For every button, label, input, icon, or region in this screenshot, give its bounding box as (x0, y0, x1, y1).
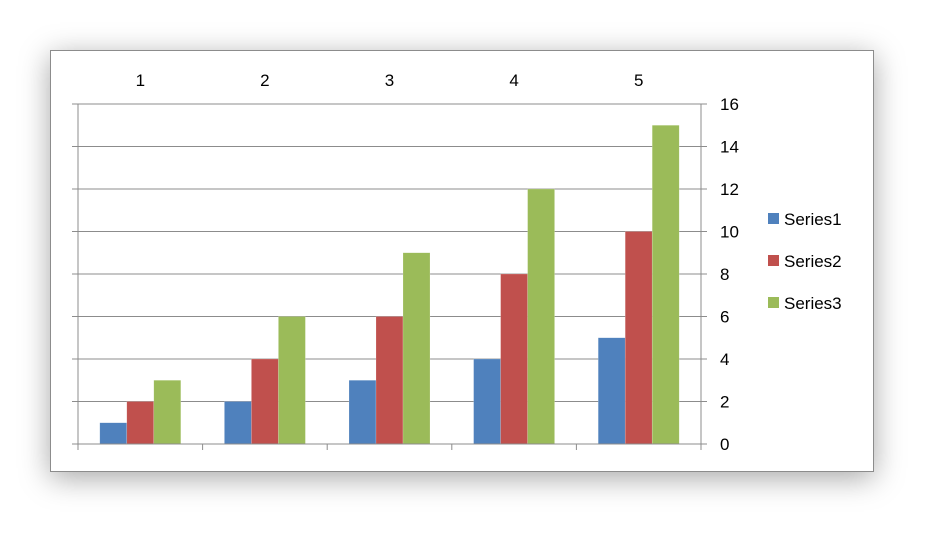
legend-label-series1: Series1 (784, 210, 842, 229)
bar-series2-cat-2 (251, 358, 279, 445)
bar-series2-cat-1 (126, 401, 155, 445)
bar-series1-cat-3 (348, 380, 377, 445)
legend-swatch-series1 (768, 213, 779, 224)
bar-series1-cat-4 (473, 358, 501, 445)
legend-swatch-series2 (768, 255, 779, 266)
axes (72, 103, 707, 450)
category-label: 4 (509, 71, 518, 90)
y-tick-label: 10 (720, 223, 739, 242)
y-tick-label: 8 (720, 265, 729, 284)
legend-label-series2: Series2 (784, 252, 842, 271)
bar-series2-cat-5 (624, 231, 653, 445)
bar-series1-cat-1 (99, 422, 128, 445)
y-tick-label: 4 (720, 350, 729, 369)
bars (99, 125, 680, 445)
gridlines (78, 103, 701, 402)
y-tick-label: 2 (720, 393, 729, 412)
category-label: 3 (385, 71, 394, 90)
legend-swatch-series3 (768, 297, 779, 308)
bar-series3-cat-5 (651, 125, 680, 445)
category-label: 1 (136, 71, 145, 90)
category-labels: 1 2 3 4 5 (136, 71, 644, 90)
y-tick-label: 16 (720, 95, 739, 114)
category-label: 2 (260, 71, 269, 90)
y-tick-label: 6 (720, 308, 729, 327)
bar-series1-cat-2 (224, 401, 252, 445)
bar-series3-cat-3 (402, 252, 431, 445)
legend: Series1 Series2 Series3 (768, 210, 842, 313)
category-label: 5 (634, 71, 643, 90)
bar-series3-cat-2 (278, 316, 306, 445)
bar-series2-cat-4 (500, 273, 528, 445)
y-tick-label: 0 (720, 435, 729, 454)
y-tick-label: 14 (720, 138, 739, 157)
legend-label-series3: Series3 (784, 294, 842, 313)
bar-series3-cat-1 (153, 380, 182, 445)
bar-series1-cat-5 (597, 337, 626, 445)
bar-series3-cat-4 (527, 188, 555, 445)
y-tick-label: 12 (720, 180, 739, 199)
y-tick-labels: 0 2 4 6 8 10 12 14 16 (720, 95, 739, 454)
bar-series2-cat-3 (375, 316, 404, 445)
